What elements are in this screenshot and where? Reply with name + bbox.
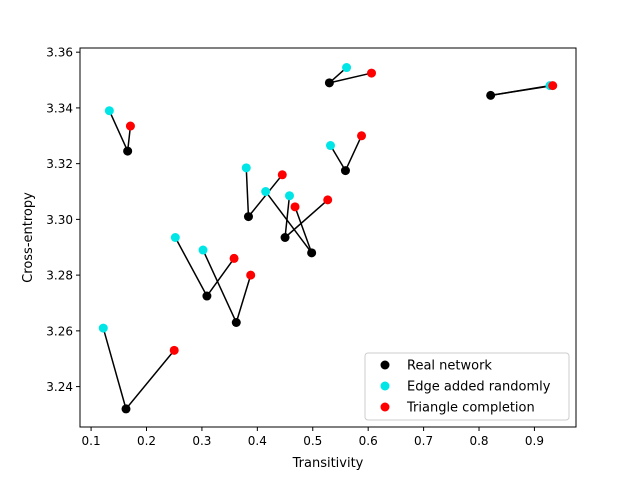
y-tick-label: 3.36 (46, 46, 73, 60)
connector-line-9-triangle (329, 72, 372, 84)
point-edge-added-randomly-4 (261, 187, 271, 197)
point-real-network-4 (307, 248, 317, 258)
point-edge-added-randomly-6 (241, 163, 251, 173)
connector-line-4-triangle (294, 206, 313, 254)
connector-line-8-triangle (344, 135, 363, 171)
legend-marker-real-network (380, 360, 390, 370)
connector-line-5-random (284, 195, 291, 238)
y-axis-label: Cross-entropy (21, 192, 36, 283)
point-real-network-6 (243, 212, 253, 222)
x-tick-label: 0.8 (469, 434, 488, 448)
x-axis-label: Transitivity (292, 456, 364, 471)
point-edge-added-randomly-9 (342, 63, 352, 73)
point-real-network-1 (121, 404, 131, 414)
point-edge-added-randomly-8 (325, 141, 335, 151)
y-tick-label: 3.26 (46, 324, 73, 338)
point-triangle-completion-10 (548, 81, 558, 91)
legend-marker-edge-added-randomly (380, 381, 390, 391)
connector-line-3-triangle (206, 257, 235, 297)
y-tick-label: 3.34 (46, 101, 73, 115)
point-real-network-8 (340, 166, 350, 176)
point-real-network-2 (231, 317, 241, 327)
point-real-network-7 (123, 146, 133, 156)
y-tick-label: 3.24 (46, 380, 73, 394)
point-triangle-completion-6 (277, 170, 287, 180)
legend-label-edge-added-randomly: Edge added randomly (407, 380, 551, 395)
connector-line-1-triangle (125, 349, 175, 410)
legend-marker-triangle-completion (380, 402, 390, 412)
point-real-network-5 (280, 233, 290, 242)
point-edge-added-randomly-7 (104, 106, 114, 116)
y-tick-label: 3.32 (46, 157, 73, 171)
connector-line-5-triangle (284, 199, 329, 239)
connector-line-2-random (202, 249, 237, 323)
point-real-network-3 (202, 291, 212, 301)
point-triangle-completion-8 (357, 131, 367, 141)
legend-label-real-network: Real network (407, 359, 492, 374)
point-edge-added-randomly-1 (98, 323, 108, 333)
connector-line-2-triangle (235, 274, 252, 323)
point-edge-added-randomly-5 (284, 191, 294, 201)
point-triangle-completion-4 (290, 202, 300, 212)
connector-line-4-random (265, 191, 313, 254)
point-triangle-completion-5 (323, 195, 333, 205)
point-real-network-10 (486, 90, 496, 100)
x-tick-label: 0.1 (82, 434, 101, 448)
x-tick-label: 0.7 (414, 434, 433, 448)
y-axis-ticks: 3.24 3.26 3.28 3.30 3.32 3.34 3.36 (46, 46, 80, 394)
x-tick-label: 0.5 (303, 434, 322, 448)
x-tick-label: 0.6 (359, 434, 378, 448)
connector-line-7-random (108, 110, 129, 152)
point-triangle-completion-9 (367, 68, 377, 78)
connector-line-8-random (329, 145, 347, 172)
x-tick-label: 0.2 (137, 434, 156, 448)
x-axis-ticks: 0.1 0.2 0.3 0.4 0.5 0.6 0.7 0.8 0.9 (82, 427, 544, 448)
plot-area-frame (79, 47, 577, 428)
point-triangle-completion-1 (169, 345, 179, 355)
legend-label-triangle-completion: Triangle completion (406, 401, 535, 416)
point-real-network-9 (324, 78, 334, 88)
connector-line-3-random (174, 237, 208, 297)
legend-box (364, 352, 570, 421)
x-tick-label: 0.4 (248, 434, 267, 448)
connector-line-10-triangle (490, 84, 553, 97)
y-tick-label: 3.28 (46, 269, 73, 283)
point-edge-added-randomly-3 (170, 233, 180, 242)
point-edge-added-randomly-2 (198, 245, 208, 255)
y-tick-label: 3.30 (46, 213, 73, 227)
point-triangle-completion-7 (125, 121, 135, 131)
data-points (98, 63, 558, 414)
connector-line-6-random (245, 167, 250, 217)
point-triangle-completion-3 (229, 253, 239, 263)
x-tick-label: 0.3 (192, 434, 211, 448)
legend: Real network Edge added randomly Triangl… (364, 352, 570, 421)
point-triangle-completion-2 (246, 270, 256, 280)
connector-line-1-random (102, 327, 127, 410)
x-tick-label: 0.9 (525, 434, 544, 448)
